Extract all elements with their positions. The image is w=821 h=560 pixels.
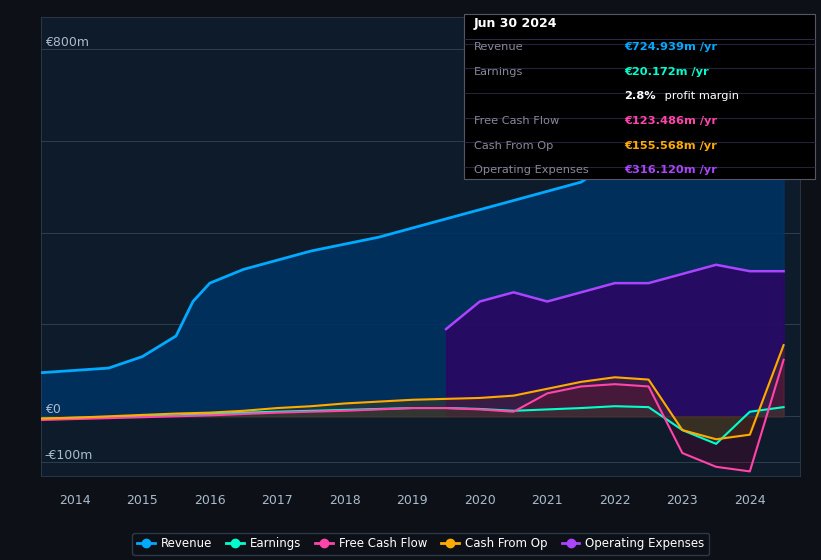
Text: €20.172m /yr: €20.172m /yr bbox=[624, 67, 709, 77]
Legend: Revenue, Earnings, Free Cash Flow, Cash From Op, Operating Expenses: Revenue, Earnings, Free Cash Flow, Cash … bbox=[132, 533, 709, 555]
Text: Operating Expenses: Operating Expenses bbox=[474, 165, 589, 175]
Text: 2022: 2022 bbox=[599, 494, 631, 507]
Text: €0: €0 bbox=[45, 403, 61, 416]
Text: 2.8%: 2.8% bbox=[624, 91, 656, 101]
Text: 2024: 2024 bbox=[734, 494, 766, 507]
Text: 2023: 2023 bbox=[667, 494, 698, 507]
Text: 2018: 2018 bbox=[329, 494, 360, 507]
Text: 2020: 2020 bbox=[464, 494, 496, 507]
Text: €724.939m /yr: €724.939m /yr bbox=[624, 42, 717, 52]
Text: Revenue: Revenue bbox=[474, 42, 523, 52]
Text: Free Cash Flow: Free Cash Flow bbox=[474, 116, 559, 126]
Text: 2014: 2014 bbox=[59, 494, 90, 507]
Text: -€100m: -€100m bbox=[45, 449, 94, 462]
Text: €123.486m /yr: €123.486m /yr bbox=[624, 116, 717, 126]
Text: 2015: 2015 bbox=[126, 494, 158, 507]
Text: €155.568m /yr: €155.568m /yr bbox=[624, 141, 717, 151]
Text: Jun 30 2024: Jun 30 2024 bbox=[474, 17, 557, 30]
Text: Cash From Op: Cash From Op bbox=[474, 141, 553, 151]
Text: €800m: €800m bbox=[45, 36, 89, 49]
Text: Earnings: Earnings bbox=[474, 67, 523, 77]
Text: 2016: 2016 bbox=[194, 494, 226, 507]
Text: 2019: 2019 bbox=[397, 494, 428, 507]
Text: €316.120m /yr: €316.120m /yr bbox=[624, 165, 717, 175]
Text: 2017: 2017 bbox=[261, 494, 293, 507]
Text: 2021: 2021 bbox=[531, 494, 563, 507]
Text: profit margin: profit margin bbox=[661, 91, 739, 101]
